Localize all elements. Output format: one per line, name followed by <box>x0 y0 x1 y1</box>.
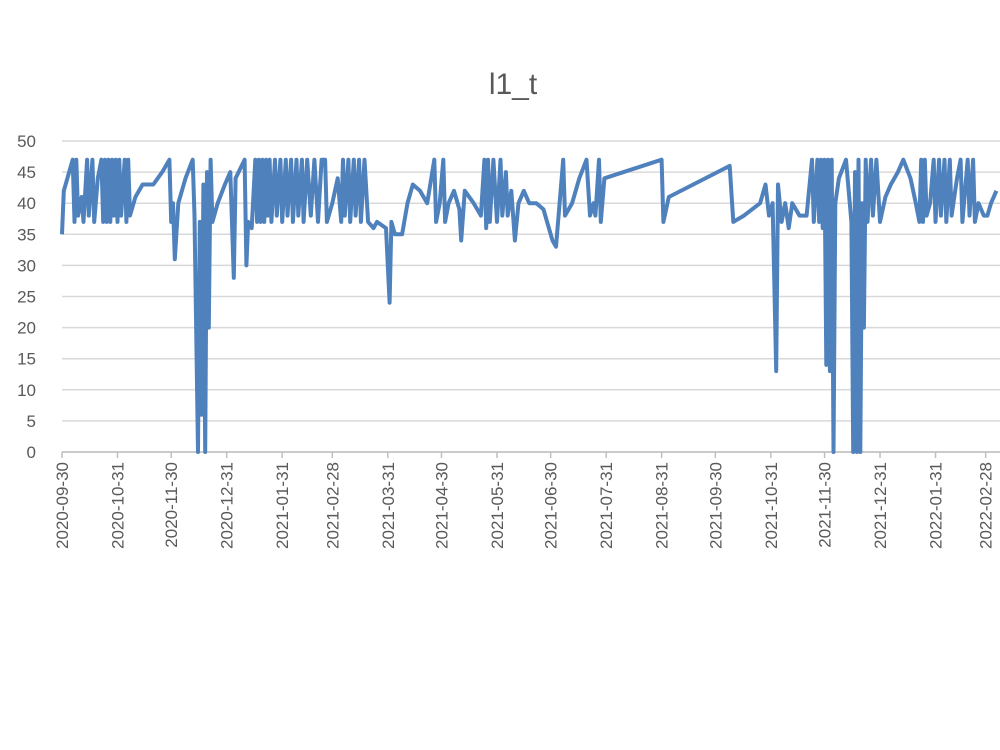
x-tick-label: 2020-11-30 <box>162 462 181 548</box>
x-tick-label: 2021-01-31 <box>273 462 292 549</box>
y-tick-label: 35 <box>17 225 36 244</box>
y-tick-label: 25 <box>17 288 36 307</box>
data-line <box>60 157 999 454</box>
x-tick-label: 2020-10-31 <box>108 462 127 549</box>
y-tick-label: 5 <box>27 412 36 431</box>
y-tick-label: 30 <box>17 256 36 275</box>
y-tick-label: 50 <box>17 132 36 151</box>
x-tick-label: 2021-08-31 <box>653 462 672 549</box>
y-tick-label: 10 <box>17 381 36 400</box>
x-tick-label: 2022-02-28 <box>977 462 996 549</box>
x-tick-label: 2021-04-30 <box>432 462 451 549</box>
x-tick-label: 2021-12-31 <box>871 462 890 549</box>
x-tick-label: 2021-09-30 <box>706 462 725 549</box>
y-tick-label: 45 <box>17 163 36 182</box>
x-tick-label: 2021-02-28 <box>323 462 342 549</box>
x-tick-label: 2021-05-31 <box>488 462 507 549</box>
x-tick-label: 2021-11-30 <box>816 462 835 548</box>
x-tick-label: 2020-12-31 <box>218 462 237 549</box>
x-tick-label: 2022-01-31 <box>927 462 946 549</box>
x-tick-label: 2021-10-31 <box>762 462 781 549</box>
y-tick-label: 20 <box>17 319 36 338</box>
y-tick-label: 0 <box>27 443 36 462</box>
x-tick-label: 2021-06-30 <box>542 462 561 549</box>
x-tick-label: 2020-09-30 <box>53 462 72 549</box>
chart-title: l1_t <box>489 68 538 101</box>
x-tick-label: 2021-03-31 <box>379 462 398 549</box>
plot-area <box>60 157 999 454</box>
y-tick-label: 40 <box>17 194 36 213</box>
y-tick-label: 15 <box>17 350 36 369</box>
x-tick-label: 2021-07-31 <box>597 462 616 549</box>
